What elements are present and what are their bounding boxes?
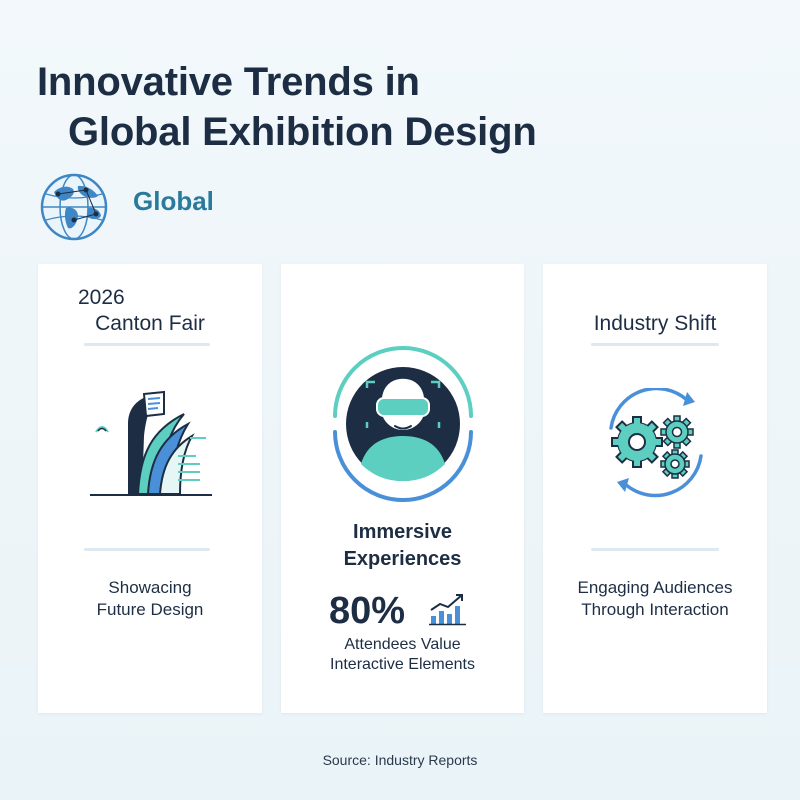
vr-headset-person-icon <box>315 336 491 517</box>
card-canton-fair: 2026 Canton Fair Showacing Future Design <box>38 264 262 713</box>
globe-icon <box>36 172 112 242</box>
source-note: Source: Industry Reports <box>322 752 478 768</box>
card-description-line-1: Engaging Audiences <box>577 578 733 597</box>
card-description-line-1: Showacing <box>108 578 192 597</box>
divider <box>591 343 719 346</box>
card-year: 2026 <box>78 286 125 309</box>
bar-chart-trend-icon <box>428 592 468 631</box>
card-heading-line-2: Experiences <box>343 548 462 570</box>
stat-value: 80% <box>329 590 406 632</box>
card-description-line-2: Through Interaction <box>581 600 729 619</box>
page-title-line-2: Global Exhibition Design <box>68 110 537 154</box>
card-description-line-2: Future Design <box>96 600 204 619</box>
gears-cycle-icon <box>591 386 719 505</box>
card-industry-shift: Industry Shift <box>543 264 767 713</box>
card-title: Canton Fair <box>95 312 205 335</box>
card-heading-line-1: Immersive <box>353 521 452 543</box>
stat-caption-line-1: Attendees Value <box>344 636 461 653</box>
divider <box>591 548 719 551</box>
divider <box>84 343 210 346</box>
card-immersive-experiences: Immersive Experiences 80% Attendees Valu… <box>281 264 524 713</box>
stat-caption-line-2: Interactive Elements <box>330 656 475 673</box>
region-label: Global <box>133 186 214 216</box>
divider <box>84 548 210 551</box>
building-icon <box>88 384 214 505</box>
page-title-line-1: Innovative Trends in <box>37 60 420 104</box>
card-title: Industry Shift <box>593 312 717 335</box>
